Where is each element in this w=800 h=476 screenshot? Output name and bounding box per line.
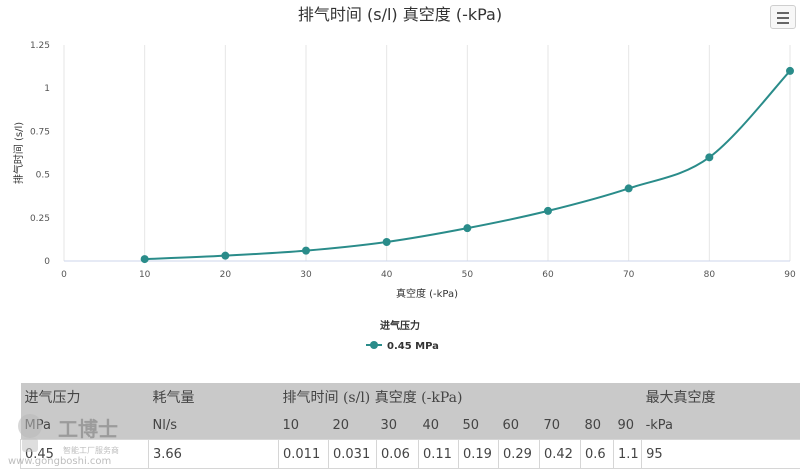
subheader-max-vacuum-unit: -kPa [641,411,800,440]
cell-consumption: 3.66 [148,439,279,469]
subheader-vacuum-level: 50 [458,411,499,440]
data-point [463,224,472,233]
subheader-vacuum-level: 60 [498,411,540,440]
cell-exhaust-time: 0.031 [328,439,377,469]
subheader-intake-unit: MPa [20,411,149,440]
cell-intake: 0.45 [20,439,149,469]
subheader-vacuum-level: 40 [418,411,459,440]
cell-exhaust-time: 0.011 [278,439,329,469]
x-tick-label: 90 [784,270,796,280]
subheader-vacuum-level: 10 [278,411,329,440]
data-point [382,237,391,246]
table-subheader-row: MPa Nl/s 10 20 30 40 50 60 70 80 90 -kPa [20,411,800,440]
cell-max-vacuum: 95 [641,439,800,469]
y-tick-label: 1 [44,84,50,94]
data-point [786,66,794,75]
legend-title: 进气压力 [380,319,420,332]
legend-swatch-marker [370,341,378,349]
x-tick-label: 0 [61,270,67,280]
header-max-vacuum: 最大真空度 [641,383,800,411]
y-tick-label: 1.25 [30,41,50,51]
cell-exhaust-time: 0.42 [539,439,581,469]
hamburger-menu-icon[interactable] [770,5,796,29]
data-point [705,153,714,162]
x-tick-label: 60 [542,270,554,280]
data-point [221,251,230,260]
subheader-vacuum-level: 80 [580,411,614,440]
x-tick-label: 40 [381,270,393,280]
y-axis-title: 排气时间 (s/l) [12,122,25,184]
header-intake-pressure: 进气压力 [20,383,149,411]
cell-exhaust-time: 0.06 [376,439,419,469]
legend-series-label: 0.45 MPa [387,341,439,352]
cell-exhaust-time: 0.19 [458,439,499,469]
y-tick-label: 0.75 [30,127,50,137]
table-row: 0.45 3.66 0.011 0.031 0.06 0.11 0.19 0.2… [20,439,800,469]
y-tick-label: 0 [44,257,50,267]
subheader-consumption-unit: Nl/s [148,411,279,440]
y-tick-label: 0.25 [30,214,50,224]
data-point [140,255,149,264]
header-exhaust-time: 排气时间 (s/l) 真空度 (-kPa) [278,383,642,411]
x-tick-label: 30 [300,270,312,280]
data-point [544,206,552,215]
chart-area: 排气时间 (s/l) 真空度 (-kPa) 0 10 20 30 40 50 60 70 80 90… [12,5,796,352]
y-tick-label: 0.5 [36,171,50,181]
cell-exhaust-time: 0.11 [418,439,459,469]
subheader-vacuum-level: 70 [539,411,581,440]
subheader-vacuum-level: 90 [613,411,642,440]
subheader-vacuum-level: 30 [376,411,419,440]
spec-table: 进气压力 耗气量 排气时间 (s/l) 真空度 (-kPa) 最大真空度 MPa… [20,383,800,469]
x-tick-label: 10 [139,270,151,280]
subheader-vacuum-level: 20 [328,411,377,440]
x-tick-label: 20 [220,270,232,280]
cell-exhaust-time: 1.1 [612,439,643,469]
x-axis-title: 真空度 (-kPa) [396,287,458,300]
x-tick-label: 80 [704,270,716,280]
chart-title: 排气时间 (s/l) 真空度 (-kPa) [298,5,502,24]
header-consumption: 耗气量 [148,383,279,411]
table-header-row: 进气压力 耗气量 排气时间 (s/l) 真空度 (-kPa) 最大真空度 [20,383,800,411]
x-tick-label: 50 [462,270,474,280]
cell-exhaust-time: 0.29 [498,439,540,469]
cell-exhaust-time: 0.6 [580,439,614,469]
line-chart: 排气时间 (s/l) 真空度 (-kPa)0 10 20 30 40 50 60 70 80 90… [12,5,796,352]
data-point [302,246,310,255]
x-tick-label: 70 [623,270,635,280]
series-line [144,70,791,261]
data-point [624,184,633,193]
